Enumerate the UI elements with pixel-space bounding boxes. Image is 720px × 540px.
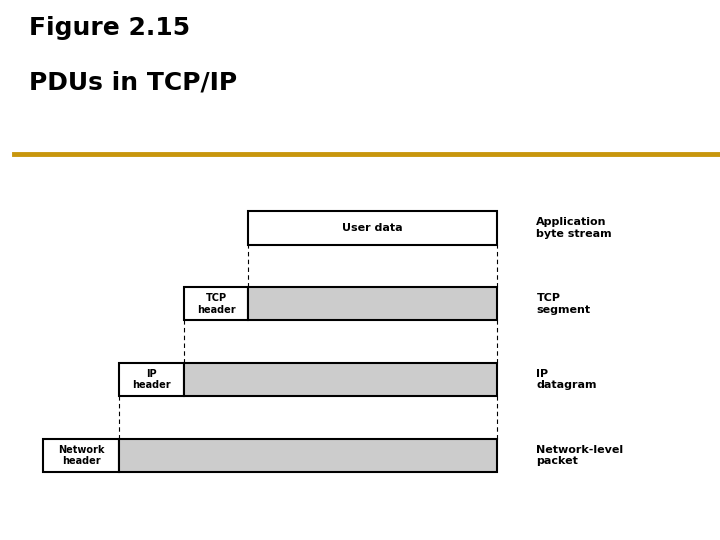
Text: TCP
header: TCP header [197,293,235,315]
Text: Figure 2.15: Figure 2.15 [29,16,190,40]
Text: Network
header: Network header [58,444,104,466]
Bar [248,287,497,320]
Bar [184,363,497,396]
Bar [184,287,248,320]
Text: TCP
segment: TCP segment [536,293,590,315]
Text: PDUs in TCP/IP: PDUs in TCP/IP [29,70,237,94]
Text: Application
byte stream: Application byte stream [536,217,612,239]
Bar [119,439,497,472]
Bar [119,363,184,396]
Bar [248,212,497,245]
Text: Network-level
packet: Network-level packet [536,444,624,466]
Bar [43,439,119,472]
Text: IP
datagram: IP datagram [536,369,597,390]
Text: User data: User data [342,223,403,233]
Text: IP
header: IP header [132,369,171,390]
